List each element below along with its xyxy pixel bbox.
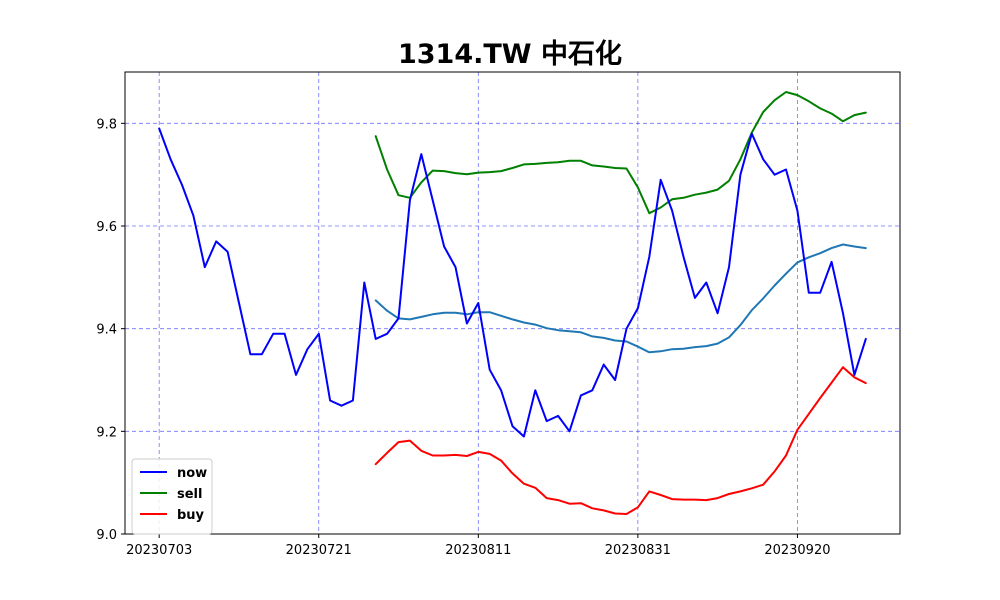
x-tick-label: 20230920 — [764, 543, 830, 558]
series-line-sell — [374, 91, 867, 215]
series-line-average — [374, 243, 867, 354]
series-layer — [158, 91, 867, 515]
plot-frame — [124, 71, 901, 535]
legend-label-buy: buy — [177, 508, 205, 523]
legend-box — [131, 458, 213, 535]
x-tick-label: 20230703 — [126, 543, 192, 558]
legend-label-sell: sell — [177, 487, 202, 502]
grid — [125, 72, 900, 535]
legend-label-now: now — [177, 466, 207, 481]
axis-ticks: 20230703 20230721 20230811 20230831 20230920… — [96, 117, 830, 558]
y-tick-label: 9.4 — [96, 323, 117, 338]
series-line-buy — [374, 366, 867, 515]
legend: now sell buy — [131, 458, 213, 535]
series-line-now — [158, 127, 867, 438]
y-tick-label: 9.2 — [96, 425, 117, 440]
x-tick-label: 20230721 — [286, 543, 352, 558]
y-tick-label: 9.6 — [96, 220, 117, 235]
y-tick-label: 9.8 — [96, 117, 117, 132]
x-tick-label: 20230831 — [605, 543, 671, 558]
y-tick-label: 9.0 — [96, 528, 117, 543]
chart-title: 1314.TW 中石化 — [398, 39, 622, 70]
x-tick-label: 20230811 — [445, 543, 511, 558]
